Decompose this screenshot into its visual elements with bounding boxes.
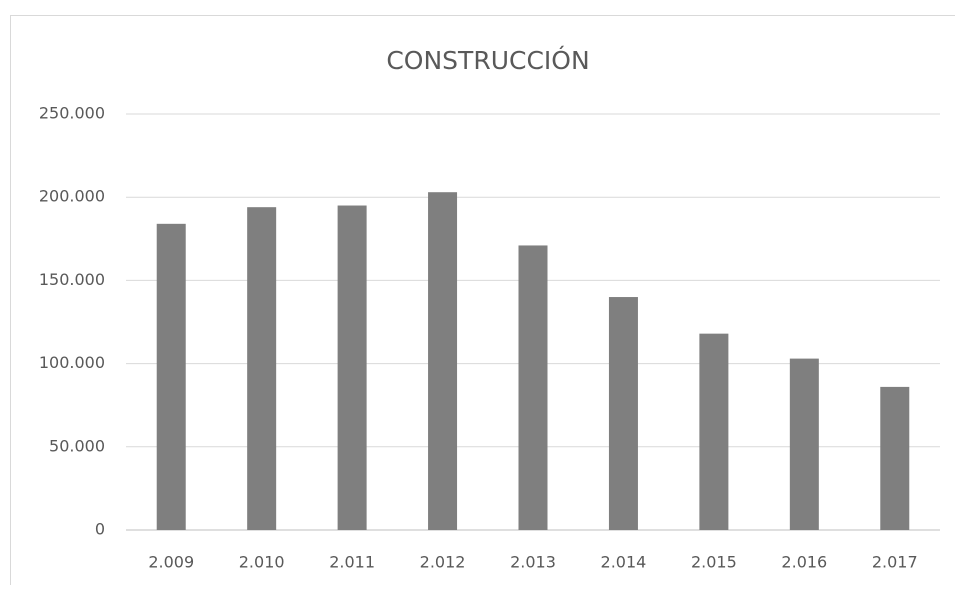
x-tick-label: 2.013 xyxy=(510,553,556,572)
x-tick-label: 2.011 xyxy=(329,553,375,572)
bar xyxy=(880,387,909,530)
y-tick-label: 150.000 xyxy=(39,270,105,289)
y-tick-label: 250.000 xyxy=(39,104,105,123)
y-tick-label: 100.000 xyxy=(39,353,105,372)
x-tick-label: 2.010 xyxy=(239,553,285,572)
bar xyxy=(699,334,728,530)
x-tick-label: 2.012 xyxy=(420,553,466,572)
x-tick-label: 2.009 xyxy=(148,553,194,572)
x-tick-label: 2.014 xyxy=(601,553,647,572)
bar xyxy=(428,192,457,530)
x-tick-label: 2.016 xyxy=(781,553,827,572)
x-tick-label: 2.015 xyxy=(691,553,737,572)
bar xyxy=(338,206,367,530)
y-tick-label: 50.000 xyxy=(49,436,105,455)
chart-title: CONSTRUCCIÓN xyxy=(386,45,589,75)
bar xyxy=(157,224,186,530)
y-tick-label: 0 xyxy=(95,520,105,539)
bar xyxy=(247,207,276,530)
bar xyxy=(519,245,548,530)
x-tick-label: 2.017 xyxy=(872,553,918,572)
bar xyxy=(609,297,638,530)
bar xyxy=(790,359,819,530)
y-tick-label: 200.000 xyxy=(39,187,105,206)
